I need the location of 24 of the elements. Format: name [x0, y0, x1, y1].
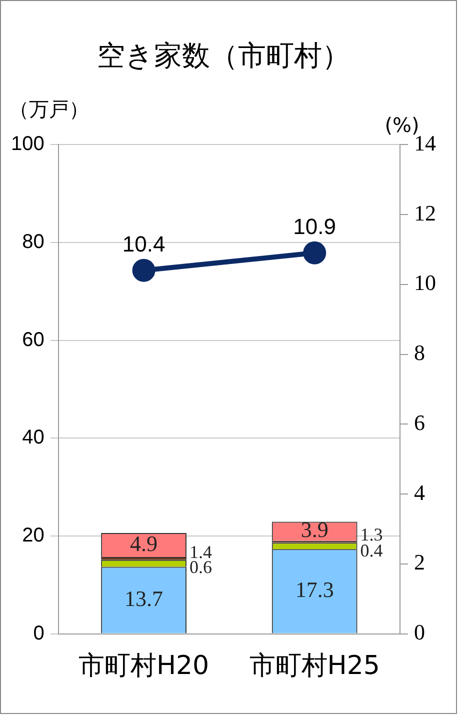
x-tick-label: 市町村H25: [249, 651, 380, 682]
y2-tick-label: 6: [414, 410, 425, 435]
y-tick-label: 100: [10, 133, 44, 156]
data-label: 10.9: [293, 214, 336, 239]
chart-title: 空き家数（市町村）: [97, 39, 350, 72]
data-label: 13.7: [124, 586, 164, 611]
data-label: 17.3: [295, 577, 334, 602]
y-tick-label: 20: [22, 524, 44, 546]
y-tick-label: 0: [33, 622, 44, 644]
y-tick-label: 40: [22, 426, 44, 449]
x-tick-label: 市町村H20: [78, 651, 210, 682]
y2-axis-title: (%): [384, 112, 420, 137]
y2-tick-label: 10: [414, 270, 436, 296]
y-axis-title: （万戸）: [9, 96, 89, 121]
y-tick-label: 80: [22, 230, 44, 253]
y2-tick-label: 12: [414, 200, 436, 226]
y2-tick-label: 0: [414, 620, 425, 645]
data-label: 3.9: [300, 517, 328, 542]
y2-tick-label: 8: [414, 340, 425, 366]
y2-tick-label: 2: [414, 550, 425, 575]
data-label: 10.4: [122, 231, 166, 256]
y-tick-label: 60: [22, 328, 44, 351]
y2-tick-label: 4: [414, 480, 425, 505]
data-label: 4.9: [130, 530, 158, 556]
